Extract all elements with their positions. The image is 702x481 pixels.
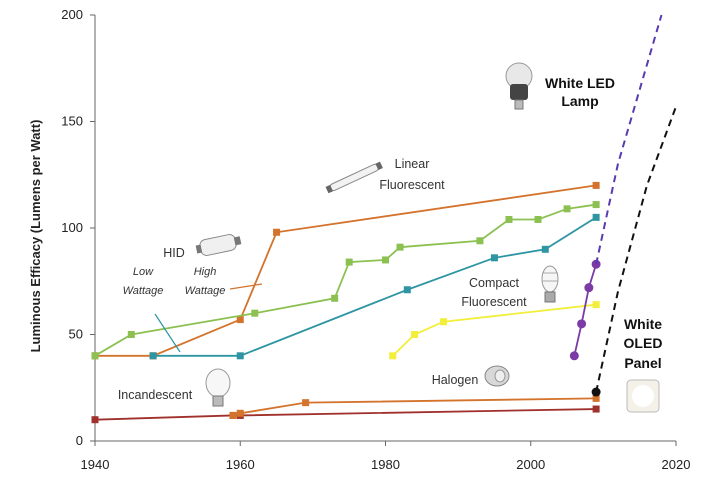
data-point (584, 283, 594, 293)
series-4 (149, 213, 600, 360)
series-6 (569, 259, 601, 361)
data-point (302, 399, 310, 407)
x-tick-label: 2020 (662, 457, 691, 472)
halogen-lamp-icon (484, 365, 510, 387)
annotation-incandescent: Incandescent (118, 388, 193, 402)
y-tick-label: 150 (61, 114, 83, 129)
data-point (345, 258, 353, 266)
annotation-white-oled-1: White (624, 316, 662, 332)
y-tick-label: 50 (69, 327, 83, 342)
incandescent-bulb-icon (205, 368, 231, 407)
data-point (127, 331, 135, 338)
y-ticks: 0 50 100 150 200 (61, 7, 95, 448)
series-line (232, 397, 597, 417)
data-point (236, 409, 244, 417)
y-axis-label: Luminous Efficacy (Lumens per Watt) (28, 120, 43, 353)
data-point (236, 352, 244, 360)
data-point (229, 411, 237, 419)
data-point (592, 405, 600, 413)
data-point (592, 181, 600, 189)
series-5 (389, 301, 600, 360)
y-tick-label: 200 (61, 7, 83, 22)
data-point (396, 243, 404, 251)
data-point (236, 316, 244, 324)
annotation-linear-fl-2: Fluorescent (379, 178, 445, 192)
fluorescent-tube-icon (325, 161, 383, 194)
series-line (153, 216, 597, 357)
data-point (440, 318, 448, 326)
data-point (149, 352, 157, 360)
series-1 (229, 394, 600, 419)
series-9 (591, 387, 601, 397)
oled-panel-icon (626, 379, 660, 413)
data-point (490, 254, 498, 262)
series-line (595, 14, 663, 265)
annotation-compact-fl-1: Compact (469, 276, 520, 290)
low-wattage-pointer (154, 313, 181, 353)
x-ticks: 1940 1960 1980 2000 2020 (81, 441, 691, 472)
annotation-linear-fl-1: Linear (395, 157, 430, 171)
annotation-hid: HID (163, 246, 185, 260)
data-point (251, 309, 259, 317)
data-point (273, 228, 281, 236)
data-point (541, 245, 549, 253)
data-point (411, 331, 419, 338)
annotation-white-oled-3: Panel (624, 355, 661, 371)
y-tick-label: 0 (76, 433, 83, 448)
data-point (505, 215, 513, 223)
data-point (476, 237, 484, 245)
annotation-halogen: Halogen (432, 373, 479, 387)
data-point (91, 416, 99, 424)
cfl-bulb-icon (541, 265, 559, 303)
data-point (403, 286, 411, 294)
series-line (94, 203, 597, 357)
hid-lamp-icon (195, 234, 242, 256)
annotation-compact-fl-2: Fluorescent (461, 295, 527, 309)
annotation-high-1: High (194, 266, 217, 278)
annotation-white-led-1: White LED (545, 75, 615, 91)
x-tick-label: 1980 (371, 457, 400, 472)
series-line (392, 303, 597, 357)
annotation-low-1: Low (133, 266, 154, 278)
data-point (389, 352, 397, 360)
high-wattage-pointer (229, 283, 263, 290)
data-point (569, 351, 579, 361)
series-7 (595, 14, 663, 265)
x-tick-label: 1940 (81, 457, 110, 472)
data-point (563, 205, 571, 213)
annotation-high-2: Wattage (185, 285, 226, 297)
data-point (382, 256, 389, 264)
data-point (331, 294, 339, 302)
annotation-white-led-2: Lamp (561, 93, 598, 109)
y-tick-label: 100 (61, 220, 83, 235)
series-8 (595, 106, 677, 393)
data-point (592, 213, 600, 221)
data-point (592, 201, 600, 209)
axes: 1940 1960 1980 2000 2020 0 50 100 150 200 Lumino… (28, 7, 690, 472)
data-point (591, 387, 601, 397)
data-point (91, 352, 99, 360)
data-point (592, 394, 600, 402)
annotation-white-oled-2: OLED (624, 335, 663, 351)
series-line (94, 408, 597, 421)
series-line (573, 263, 597, 356)
annotation-low-2: Wattage (123, 285, 164, 297)
data-point (534, 215, 542, 223)
series-0 (91, 405, 600, 424)
series-line (595, 106, 677, 393)
x-tick-label: 1960 (226, 457, 255, 472)
series-3 (91, 201, 600, 360)
x-tick-label: 2000 (516, 457, 545, 472)
data-point (592, 301, 600, 309)
data-point (577, 319, 587, 329)
annotations: White LED Lamp Linear Fluorescent HID Lo… (118, 75, 663, 402)
series-layer (91, 14, 677, 424)
led-lamp-icon (505, 62, 533, 110)
